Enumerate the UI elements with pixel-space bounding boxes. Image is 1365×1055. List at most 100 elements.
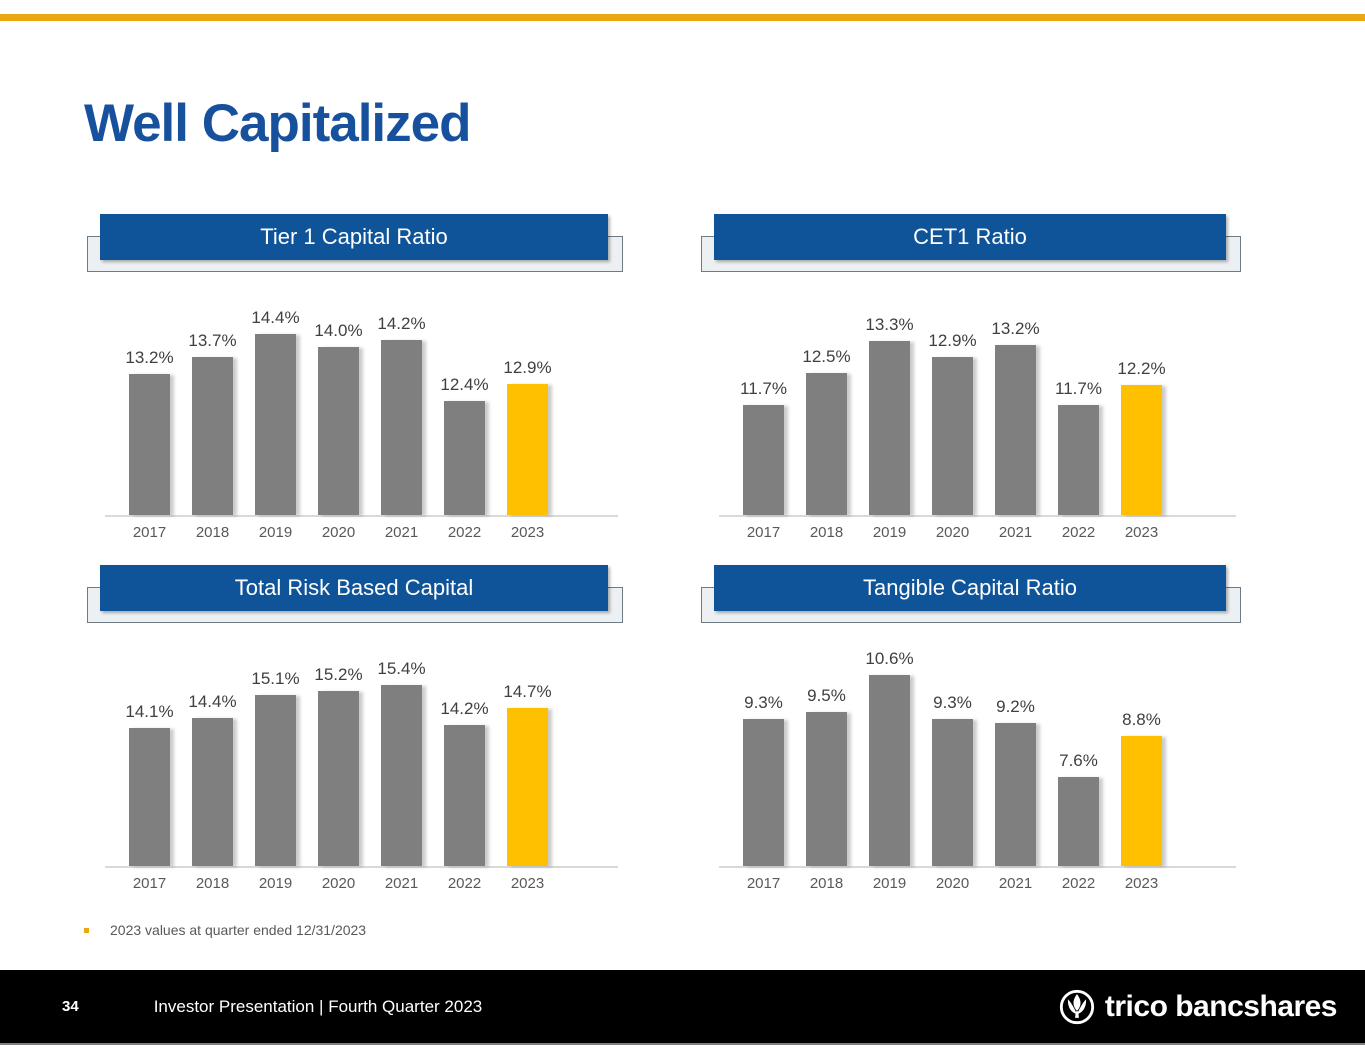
slide-title: Well Capitalized <box>84 94 471 153</box>
bar-column: 9.2% <box>984 697 1047 866</box>
bars-area: 13.2% 13.7% 14.4% 14.0% 14.2% 12.4% 12.9% <box>105 272 618 515</box>
bar <box>255 695 296 866</box>
bar-column: 11.7% <box>732 379 795 515</box>
bar-column: 14.1% <box>118 702 181 866</box>
bar-column: 12.4% <box>433 375 496 515</box>
bar-column: 11.7% <box>1047 379 1110 515</box>
bar-value-label: 14.2% <box>377 314 426 333</box>
bar-column: 14.0% <box>307 321 370 515</box>
bar-value-label: 12.9% <box>928 331 977 350</box>
top-accent-line <box>0 14 1365 21</box>
year-label: 2023 <box>510 524 545 541</box>
chart-title-box: Total Risk Based Capital <box>87 565 623 623</box>
bar-highlighted-2023 <box>507 384 548 515</box>
bar <box>255 334 296 515</box>
bar <box>995 723 1036 866</box>
bars-area: 11.7% 12.5% 13.3% 12.9% 13.2% 11.7% 12.2% <box>719 272 1236 515</box>
year-label: 2018 <box>809 875 844 892</box>
x-axis-line <box>105 866 618 868</box>
bars-area: 9.3% 9.5% 10.6% 9.3% 9.2% 7.6% 8.8% <box>719 623 1236 866</box>
footnote-bullet-icon <box>84 927 89 933</box>
bar-column: 13.7% <box>181 331 244 515</box>
bar-value-label: 12.4% <box>440 375 489 394</box>
bar <box>318 347 359 515</box>
bar-value-label: 15.1% <box>251 669 300 688</box>
year-label: 2023 <box>1124 875 1159 892</box>
bar-column: 12.5% <box>795 347 858 515</box>
bar-value-label: 14.0% <box>314 321 363 340</box>
bar <box>932 719 973 866</box>
bar-column: 9.3% <box>732 693 795 866</box>
bar <box>318 691 359 866</box>
year-label: 2023 <box>510 875 545 892</box>
bar-chart-cet1: 11.7% 12.5% 13.3% 12.9% 13.2% 11.7% 12.2% 2017… <box>719 272 1236 541</box>
footnote-text: 2023 values at quarter ended 12/31/2023 <box>110 922 367 938</box>
chart-title: Total Risk Based Capital <box>100 565 608 611</box>
bar-chart-total-risk-based-capital: 14.1% 14.4% 15.1% 15.2% 15.4% 14.2% 14.7% 2017… <box>105 623 618 892</box>
bar-value-label: 12.2% <box>1117 359 1166 378</box>
bar-column: 12.9% <box>921 331 984 515</box>
chart-panel-tier1: Tier 1 Capital Ratio 13.2% 13.7% 14.4% 14.0… <box>87 214 623 541</box>
bar <box>381 340 422 515</box>
bar-column: 8.8% <box>1110 710 1173 866</box>
bar <box>192 718 233 866</box>
bar-value-label: 14.2% <box>440 699 489 718</box>
bar-value-label: 13.7% <box>188 331 237 350</box>
bar-column: 9.5% <box>795 686 858 866</box>
year-label: 2021 <box>384 875 419 892</box>
chart-panel-cet1: CET1 Ratio 11.7% 12.5% 13.3% 12.9% 13.2% 11.7… <box>701 214 1241 541</box>
bar-highlighted-2023 <box>1121 385 1162 515</box>
bar <box>869 341 910 515</box>
bar <box>192 357 233 515</box>
bar-value-label: 12.5% <box>802 347 851 366</box>
bar-column: 12.2% <box>1110 359 1173 515</box>
bar-value-label: 9.3% <box>933 693 972 712</box>
bar-column: 14.2% <box>433 699 496 866</box>
bar-value-label: 14.7% <box>503 682 552 701</box>
bar-value-label: 8.8% <box>1122 710 1161 729</box>
chart-title: CET1 Ratio <box>714 214 1226 260</box>
year-label: 2017 <box>746 875 781 892</box>
year-label: 2017 <box>746 524 781 541</box>
year-label: 2018 <box>195 524 230 541</box>
x-axis-labels: 2017 2018 2019 2020 2021 2022 2023 <box>105 517 618 541</box>
year-label: 2019 <box>258 524 293 541</box>
bars-area: 14.1% 14.4% 15.1% 15.2% 15.4% 14.2% 14.7% <box>105 623 618 866</box>
x-axis-labels: 2017 2018 2019 2020 2021 2022 2023 <box>719 517 1236 541</box>
year-label: 2022 <box>447 875 482 892</box>
trico-tree-icon <box>1059 989 1094 1024</box>
year-label: 2020 <box>935 875 970 892</box>
bar <box>129 374 170 515</box>
bar-value-label: 13.3% <box>865 315 914 334</box>
bar-chart-tier1: 13.2% 13.7% 14.4% 14.0% 14.2% 12.4% 12.9% 2017… <box>105 272 618 541</box>
year-label: 2020 <box>321 524 356 541</box>
bar <box>444 725 485 866</box>
bar <box>743 719 784 866</box>
bar-column: 13.3% <box>858 315 921 515</box>
bar-value-label: 14.4% <box>251 308 300 327</box>
bar <box>1058 405 1099 515</box>
bar-value-label: 7.6% <box>1059 751 1098 770</box>
chart-title-box: Tier 1 Capital Ratio <box>87 214 623 272</box>
bar-value-label: 11.7% <box>740 379 787 398</box>
bar-column: 13.2% <box>118 348 181 515</box>
bar-value-label: 10.6% <box>865 649 914 668</box>
bar-value-label: 15.4% <box>377 659 426 678</box>
bar-column: 14.4% <box>181 692 244 866</box>
bar <box>1058 777 1099 866</box>
year-label: 2020 <box>321 875 356 892</box>
bar-column: 12.9% <box>496 358 559 515</box>
bar <box>995 345 1036 515</box>
company-logo: trico bancshares <box>1058 988 1338 1026</box>
bar-value-label: 9.5% <box>807 686 846 705</box>
year-label: 2021 <box>384 524 419 541</box>
bar <box>806 373 847 515</box>
bar-column: 9.3% <box>921 693 984 866</box>
year-label: 2017 <box>132 875 167 892</box>
bar <box>806 712 847 866</box>
bar-value-label: 14.1% <box>125 702 174 721</box>
chart-title-box: Tangible Capital Ratio <box>701 565 1241 623</box>
bar-value-label: 13.2% <box>991 319 1040 338</box>
bar-highlighted-2023 <box>507 708 548 866</box>
year-label: 2022 <box>1061 875 1096 892</box>
